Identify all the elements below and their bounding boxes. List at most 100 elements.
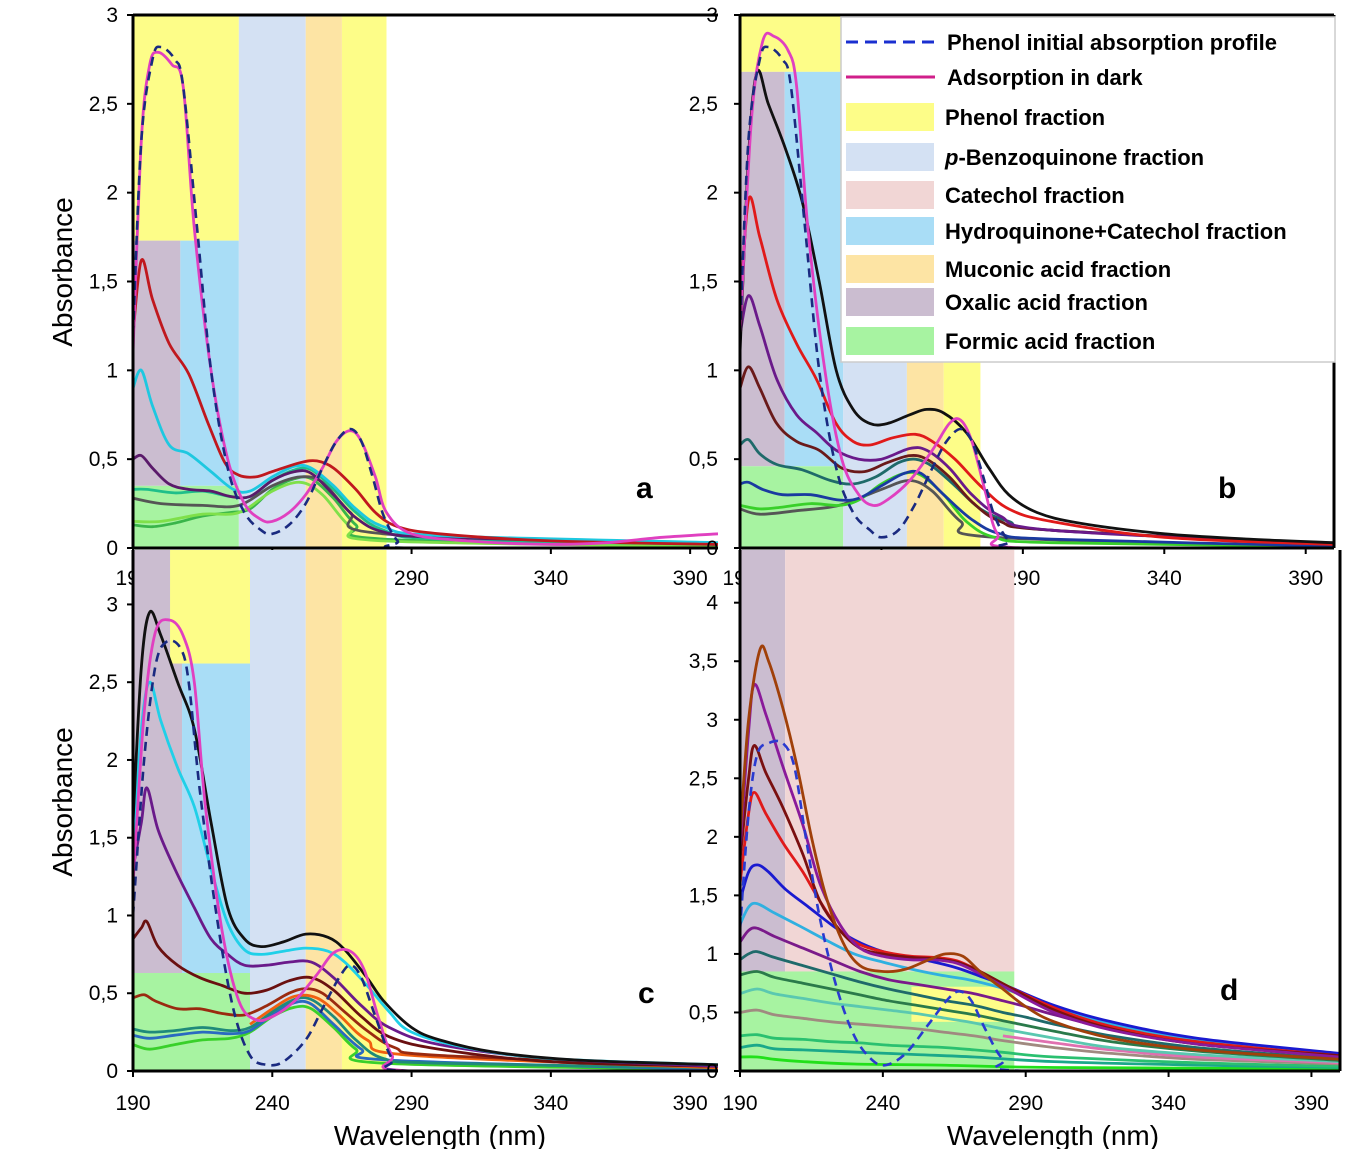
series-line-0 (133, 1004, 718, 1071)
y-axis-label: Absorbance (47, 197, 78, 346)
x-tick-label: 190 (115, 1092, 150, 1115)
x-tick-label: 290 (1008, 1092, 1043, 1115)
x-tick-label: 190 (722, 1092, 757, 1115)
x-tick-label: 340 (1151, 1092, 1186, 1115)
y-tick-label: 1 (706, 943, 718, 966)
region-hq_catechol (784, 71, 844, 467)
series-line-4 (740, 365, 1334, 546)
y-tick-label: 1,5 (89, 827, 118, 850)
y-tick-label: 0,5 (689, 1001, 718, 1024)
series-line-6 (740, 195, 1334, 546)
legend-label-text: Catechol fraction (945, 183, 1125, 208)
series-line-5 (740, 294, 1334, 546)
x-tick-label: 240 (255, 1092, 290, 1115)
series-line-7 (740, 68, 1334, 545)
region-benzoquinone (238, 15, 306, 548)
series-adsorption-in-dark (133, 618, 718, 1071)
legend-label: Formic acid fraction (945, 329, 1155, 354)
series-group (740, 644, 1340, 1071)
series-line-6 (133, 786, 718, 1068)
series-line-6 (740, 970, 1340, 1062)
series-line-8 (133, 609, 718, 1067)
y-tick-label: 2 (706, 182, 718, 205)
series-phenol-initial-absorption-profile (740, 45, 1334, 548)
x-tick-label: 340 (533, 567, 568, 590)
y-tick-label: 3,5 (689, 650, 718, 673)
y-tick-label: 1 (706, 359, 718, 382)
y-tick-label: 3 (706, 4, 718, 27)
series-line-3 (249, 993, 718, 1070)
legend-label: Adsorption in dark (947, 65, 1143, 90)
region-muconic (305, 15, 342, 548)
y-tick-label: 1,5 (689, 271, 718, 294)
legend-label-text: Muconic acid fraction (945, 257, 1171, 282)
y-axis-label: Absorbance (47, 727, 78, 876)
legend: Phenol initial absorption profile Adsorpt… (840, 16, 1336, 363)
series-line-1 (133, 480, 718, 548)
series-line-12 (740, 744, 1340, 1058)
x-tick-label: 390 (673, 567, 708, 590)
panel-a: 00,511,522,53190240290340390Absorbancea (47, 4, 718, 590)
series-line-4 (1002, 1034, 1340, 1065)
series-line-11 (740, 791, 1340, 1058)
y-tick-label: 1 (106, 359, 118, 382)
series-line-4 (133, 453, 718, 546)
series-line-2 (740, 469, 1334, 548)
legend-swatch-formic (846, 327, 934, 355)
legend-swatch-hq_catechol (846, 217, 934, 245)
series-adsorption-in-dark (133, 50, 718, 546)
y-tick-label: 2 (106, 749, 118, 772)
series-line-4 (133, 987, 718, 1068)
y-tick-label: 4 (706, 592, 718, 615)
y-tick-label: 0 (706, 537, 718, 560)
legend-label-text: Hydroquinone+Catechol fraction (945, 219, 1287, 244)
y-tick-label: 2 (106, 182, 118, 205)
x-axis-label: Wavelength (nm) (334, 1120, 546, 1149)
y-tick-label: 2,5 (689, 93, 718, 116)
panel-letter: d (1220, 974, 1238, 1007)
region-formic (133, 973, 250, 1071)
series-line-0 (740, 1055, 1340, 1071)
region-phenol (740, 15, 844, 72)
x-axis-label: Wavelength (nm) (947, 1120, 1159, 1149)
y-tick-label: 0,5 (89, 448, 118, 471)
panel-letter: b (1218, 472, 1236, 505)
y-tick-label: 0,5 (689, 448, 718, 471)
legend-swatch-phenol (846, 103, 934, 131)
series-line-5 (740, 987, 1340, 1063)
region-catechol (785, 550, 1015, 972)
region-oxalic (133, 240, 181, 486)
legend-label-text: Phenol fraction (945, 105, 1105, 130)
series-line-2 (740, 1033, 1340, 1068)
y-tick-label: 2,5 (689, 767, 718, 790)
y-tick-label: 0,5 (89, 982, 118, 1005)
series-phenol-initial-absorption-profile (740, 739, 1340, 1071)
y-tick-label: 3 (106, 593, 118, 616)
y-tick-label: 3 (706, 709, 718, 732)
legend-label: Phenol fraction (945, 105, 1105, 130)
x-tick-label: 340 (1147, 567, 1182, 590)
y-tick-label: 1,5 (89, 271, 118, 294)
series-phenol-initial-absorption-profile (133, 639, 718, 1071)
y-tick-label: 0 (106, 1060, 118, 1083)
series-line-7 (133, 680, 718, 1067)
legend-label-text: Oxalic acid fraction (945, 290, 1148, 315)
legend-swatch-benzoquinone (846, 143, 934, 171)
x-tick-label: 390 (1294, 1092, 1329, 1115)
x-tick-label: 290 (394, 567, 429, 590)
legend-swatch-catechol (846, 181, 934, 209)
x-tick-label: 240 (865, 1092, 900, 1115)
region-hq_catechol (182, 663, 250, 974)
series-line-14 (740, 644, 1340, 1061)
series-line-3 (740, 1008, 1340, 1066)
x-tick-label: 290 (394, 1092, 429, 1115)
legend-label: p-Benzoquinone fraction (944, 145, 1204, 170)
x-tick-label: 390 (1288, 567, 1323, 590)
y-tick-label: 0 (706, 1060, 718, 1083)
series-line-7 (740, 950, 1340, 1061)
legend-label: Catechol fraction (945, 183, 1125, 208)
series-line-6 (133, 258, 718, 546)
series-line-5 (133, 919, 718, 1068)
y-tick-label: 0 (106, 537, 118, 560)
